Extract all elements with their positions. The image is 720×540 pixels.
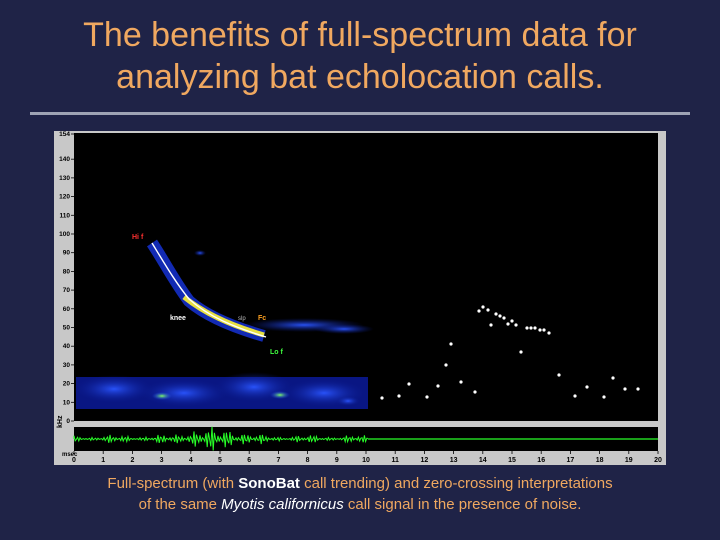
- noise-band: [74, 372, 368, 409]
- x-tick-label: 16: [537, 457, 545, 464]
- title-line-1: The benefits of full-spectrum data for: [83, 16, 637, 54]
- call-trend-line: [151, 242, 267, 338]
- x-unit-label: msec: [62, 452, 78, 458]
- x-tick-label: 14: [479, 457, 487, 464]
- caption-software: SonoBat: [238, 475, 300, 492]
- zc-dot: [573, 394, 577, 398]
- zc-dot: [459, 380, 463, 384]
- y-tick-label: 70: [63, 287, 71, 294]
- caption-species: Myotis californicus: [221, 496, 344, 513]
- x-tick-label: 2: [130, 457, 134, 464]
- x-tick-label: 10: [362, 457, 370, 464]
- hi-f-label: Hi f: [132, 234, 144, 241]
- zc-dot: [623, 387, 627, 391]
- x-tick-label: 8: [306, 457, 310, 464]
- zc-dot: [477, 309, 481, 313]
- y-tick-label: 30: [63, 362, 71, 369]
- x-tick-label: 5: [218, 457, 222, 464]
- zc-dot: [611, 376, 615, 380]
- zc-dot: [557, 373, 561, 377]
- x-tick-label: 19: [625, 457, 633, 464]
- y-tick-label: 100: [59, 231, 70, 238]
- x-axis: 0 1 2 3 4 5 6 7 8 9 10 11 12 13 14 15 16 17 18 19 20: [72, 451, 662, 464]
- zc-dot: [529, 326, 533, 330]
- knee-label: knee: [170, 315, 186, 322]
- x-tick-label: 13: [450, 457, 458, 464]
- x-tick-label: 15: [508, 457, 516, 464]
- zc-dot: [533, 326, 537, 330]
- y-tick-label: 90: [63, 250, 71, 257]
- zc-dot: [380, 396, 384, 400]
- zc-dot: [542, 328, 546, 332]
- zc-dot: [444, 363, 448, 367]
- zc-dot: [547, 331, 551, 335]
- y-unit-label: kHz: [57, 415, 64, 428]
- y-tick-label: 154: [59, 131, 70, 138]
- slope-label: slp: [238, 316, 246, 322]
- zc-dot: [494, 312, 498, 316]
- fc-label: Fc: [258, 315, 266, 322]
- x-tick-label: 4: [189, 457, 193, 464]
- zc-dot: [486, 308, 490, 312]
- y-tick-label: 0: [66, 418, 70, 425]
- y-tick-label: 130: [59, 175, 70, 182]
- y-tick-label: 50: [63, 324, 71, 331]
- x-tick-label: 12: [421, 457, 429, 464]
- zc-dot: [481, 305, 485, 309]
- waveform-signal: [73, 426, 369, 451]
- figure-caption: Full-spectrum (with SonoBat call trendin…: [107, 475, 613, 513]
- y-tick-label: 60: [63, 306, 71, 313]
- zc-dot: [498, 314, 502, 318]
- x-tick-label: 17: [567, 457, 575, 464]
- x-tick-label: 11: [391, 457, 399, 464]
- zc-dot: [449, 342, 453, 346]
- x-tick-label: 7: [276, 457, 280, 464]
- x-tick-label: 6: [247, 457, 251, 464]
- zc-dot: [538, 328, 542, 332]
- y-tick-label: 80: [63, 268, 71, 275]
- y-tick-label: 20: [63, 381, 71, 388]
- zc-dot: [489, 323, 493, 327]
- x-tick-label: 3: [160, 457, 164, 464]
- zc-dot: [425, 395, 429, 399]
- x-tick-label: 9: [335, 457, 339, 464]
- y-tick-label: 10: [63, 399, 71, 406]
- zc-dot: [397, 394, 401, 398]
- zc-dot: [519, 350, 523, 354]
- y-tick-label: 110: [60, 212, 71, 219]
- spectrogram-figure: 154 140 130 120 110 100 90 80 70 60 50 40 30 20 10 0 kH…: [54, 131, 666, 465]
- slide-title: The benefits of full-spectrum data for a…: [0, 14, 720, 98]
- y-tick-label: 120: [59, 194, 70, 201]
- title-line-2: analyzing bat echolocation calls.: [116, 58, 604, 96]
- zc-dot: [602, 395, 606, 399]
- zc-dot: [473, 390, 477, 394]
- zc-dot: [636, 387, 640, 391]
- zc-dot: [436, 384, 440, 388]
- x-tick-label: 0: [72, 457, 76, 464]
- x-tick-label: 1: [101, 457, 105, 464]
- title-divider: [30, 112, 690, 115]
- zc-dot: [510, 319, 514, 323]
- zc-dot: [407, 382, 411, 386]
- zc-dot: [502, 316, 506, 320]
- zc-dot: [585, 385, 589, 389]
- x-tick-label: 20: [654, 457, 662, 464]
- zc-dot: [506, 322, 510, 326]
- y-tick-label: 40: [63, 343, 71, 350]
- y-tick-label: 140: [59, 156, 70, 163]
- x-tick-label: 18: [596, 457, 604, 464]
- lo-f-label: Lo f: [270, 349, 283, 356]
- zc-dot: [514, 323, 518, 327]
- zero-crossing-dots: [380, 305, 640, 400]
- zc-dot: [525, 326, 529, 330]
